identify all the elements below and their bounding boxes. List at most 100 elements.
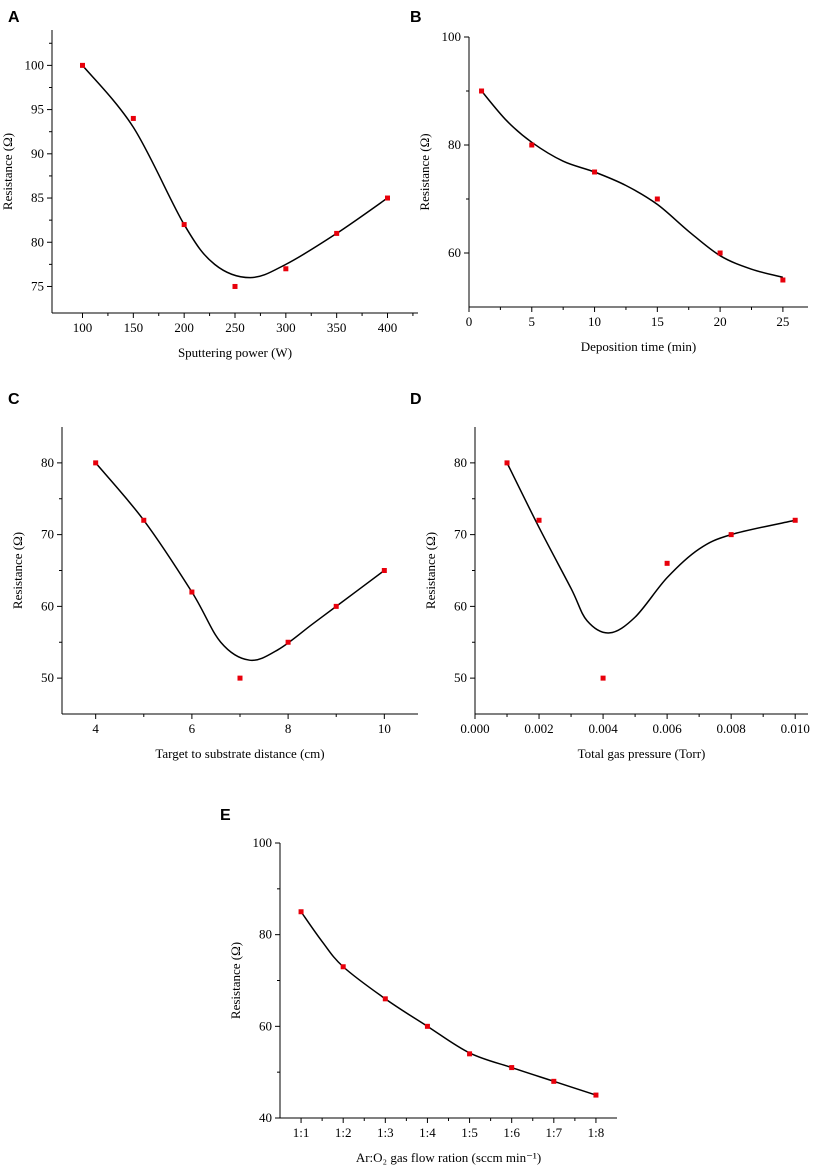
chart-d-x-tick-label: 0.010 [781,721,810,736]
chart-d-x-tick-label: 0.008 [717,721,746,736]
chart-e-y-tick-label: 80 [259,927,272,942]
chart-c-y-tick-label: 80 [41,455,54,470]
chart-d-data-point [504,460,510,466]
chart-c-data-point [189,589,195,595]
chart-e-x-tick-label: 1:1 [293,1125,310,1140]
chart-e-data-point [340,964,346,970]
chart-b-x-tick-label: 5 [529,314,536,329]
chart-d-data-point [664,560,670,566]
chart-a-x-tick-label: 100 [73,320,93,335]
chart-c-x-axis-title: Target to substrate distance (cm) [155,746,324,761]
chart-e-data-point [509,1065,515,1071]
chart-b-data-point [654,196,660,202]
chart-e-data-point [298,909,304,915]
chart-b-y-tick-label: 60 [448,245,461,260]
chart-a-x-tick-label: 250 [225,320,245,335]
chart-e-y-axis-title: Resistance (Ω) [228,942,243,1019]
chart-a-y-tick-label: 100 [25,57,45,72]
chart-a-data-point [80,62,85,68]
chart-b-fit-curve [480,90,784,279]
chart-e: E 1:1 1:2 1:3 1:4 1:5 1:6 1:7 1:8 40 60 80 100 Ar:O₂ … [220,807,617,1165]
chart-d-data-point [792,517,798,523]
chart-e-x-tick-label: 1:4 [419,1125,436,1140]
chart-d-y-axis-title: Resistance (Ω) [423,532,438,609]
chart-c-y-tick-label: 70 [41,527,54,542]
chart-d-x-tick-label: 0.006 [652,721,682,736]
chart-b-x-tick-label: 10 [588,314,601,329]
chart-c-x-tick-label: 10 [378,721,391,736]
chart-b-x-tick-label: 20 [714,314,727,329]
chart-b-data-point [780,277,786,283]
chart-e-x-tick-label: 1:5 [461,1125,478,1140]
chart-a-x-tick-label: 350 [327,320,347,335]
chart-d-x-tick-label: 0.002 [524,721,553,736]
chart-e-x-tick-label: 1:3 [377,1125,394,1140]
chart-d-y-tick-label: 60 [454,598,467,613]
chart-c-data-point [333,603,339,609]
chart-a-data-point [385,195,390,201]
chart-b-x-axis-title: Deposition time (min) [581,339,697,354]
chart-a-x-tick-label: 300 [276,320,296,335]
chart-e-y-tick-label: 40 [259,1110,272,1125]
chart-e-data-point [424,1023,430,1029]
chart-a-x-tick-label: 400 [378,320,398,335]
chart-c-data-point [93,460,99,466]
chart-a-y-tick-label: 85 [31,190,44,205]
chart-b-data-point [717,250,723,256]
chart-c-x-tick-label: 6 [189,721,196,736]
chart-d-y-tick-label: 70 [454,527,467,542]
chart-d-x-axis-title: Total gas pressure (Torr) [578,746,706,761]
chart-e-data-point [467,1051,473,1057]
chart-a-y-axis-title: Resistance (Ω) [0,133,15,210]
chart-c-y-axis-title: Resistance (Ω) [10,532,25,609]
chart-a-panel-letter: A [8,9,20,26]
chart-e-data-point [382,996,388,1002]
chart-c-data-point [285,639,291,645]
chart-b-y-tick-label: 100 [442,29,462,44]
chart-b-y-tick-label: 80 [448,137,461,152]
chart-a-y-tick-label: 80 [31,234,44,249]
chart-e-y-tick-label: 100 [253,835,273,850]
chart-c-data-point [381,568,387,573]
chart-d-data-point [728,532,734,538]
chart-c-panel-letter: C [8,391,20,408]
chart-a-x-axis-title: Sputtering power (W) [178,345,292,360]
chart-e-x-tick-label: 1:7 [546,1125,563,1140]
chart-a-y-tick-label: 95 [31,102,44,117]
chart-a-x-tick-label: 150 [124,320,144,335]
chart-a-data-point [334,230,340,236]
chart-a-fit-curve [81,64,388,279]
chart-c-y-tick-label: 60 [41,598,54,613]
chart-d-x-tick-label: 0.000 [460,721,489,736]
chart-a-data-point [283,266,289,272]
chart-d-fit-curve [506,462,796,634]
chart-d: D 0.000 0.002 0.004 0.006 0.008 0.010 50 60 70 80 T… [410,391,810,761]
chart-a-y-tick-label: 75 [31,278,44,293]
chart-a-data-point [130,115,136,121]
chart-e-fit-curve [300,911,597,1096]
chart-c-x-tick-label: 8 [285,721,292,736]
chart-e-x-axis-title: Ar:O₂ gas flow ration (sccm min⁻¹) [356,1150,541,1165]
chart-c-data-point [141,517,147,523]
chart-b-y-axis-title: Resistance (Ω) [417,133,432,210]
chart-a: A 100 150 200 250 300 350 400 75 80 85 90 95 100 Sputt… [0,9,418,360]
chart-e-x-tick-label: 1:8 [588,1125,605,1140]
chart-d-x-tick-label: 0.004 [588,721,618,736]
chart-b-data-point [592,169,598,175]
chart-e-x-tick-label: 1:2 [335,1125,352,1140]
chart-c-y-tick-label: 50 [41,670,54,685]
chart-b-x-tick-label: 0 [466,314,473,329]
chart-d-data-point [600,675,606,681]
chart-b-x-tick-label: 15 [651,314,664,329]
chart-c: C 4 6 8 10 50 60 70 80 Target to substrate distan… [8,391,418,761]
chart-d-panel-letter: D [410,391,422,408]
chart-a-y-tick-label: 90 [31,146,44,161]
chart-e-data-point [551,1078,557,1084]
chart-e-data-point [593,1092,599,1098]
chart-b: B 0 5 10 15 20 25 60 80 100 Deposition time (min) R… [410,9,808,354]
chart-c-data-point [237,675,243,681]
chart-a-x-tick-label: 200 [174,320,194,335]
chart-b-x-tick-label: 25 [776,314,789,329]
chart-a-data-point [232,283,238,289]
